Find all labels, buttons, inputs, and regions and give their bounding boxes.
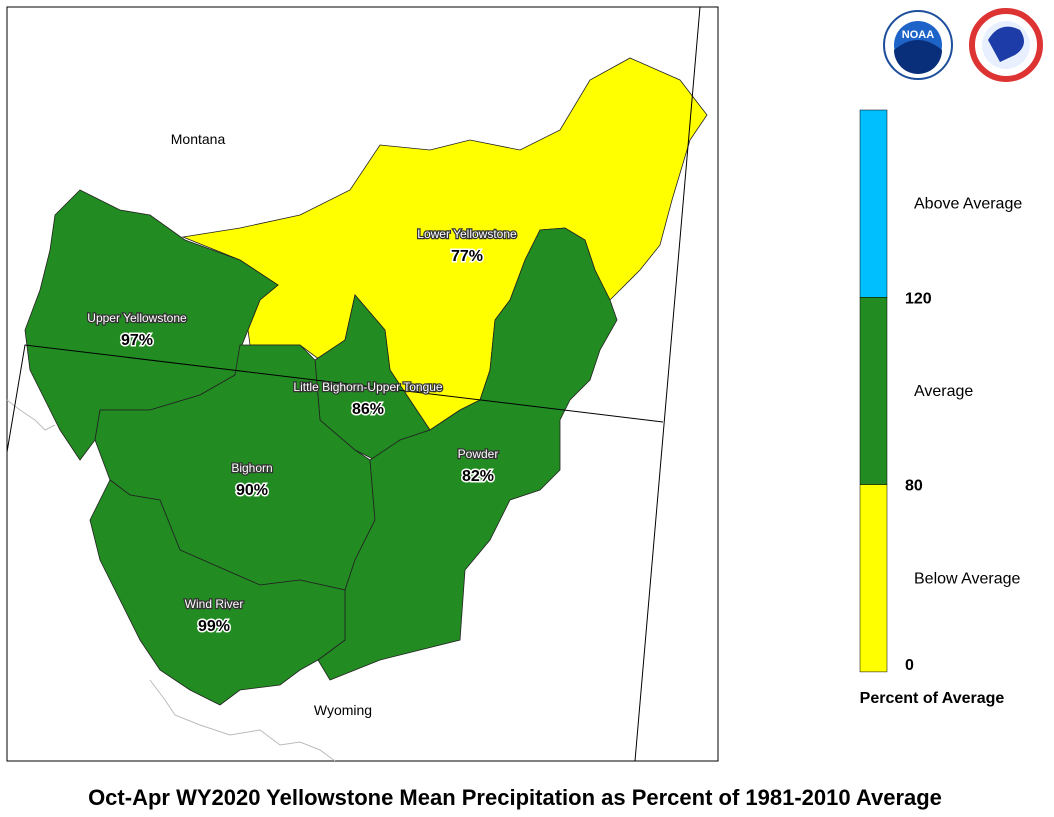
basin-name: Powder bbox=[458, 447, 499, 461]
basin-name: Wind River bbox=[185, 597, 244, 611]
state-boundary bbox=[6, 344, 664, 453]
state-boundary bbox=[634, 6, 701, 762]
basin-percent: 99% bbox=[198, 618, 230, 635]
basin-percent: 90% bbox=[236, 482, 268, 499]
noaa-logo: NOAA bbox=[883, 10, 953, 80]
legend-swatch bbox=[859, 297, 888, 485]
map-title: Oct-Apr WY2020 Yellowstone Mean Precipit… bbox=[88, 785, 942, 810]
basin-name: Little Bighorn-Upper Tongue bbox=[293, 380, 443, 394]
state-label: Montana bbox=[171, 131, 226, 147]
county-lines bbox=[6, 399, 56, 431]
state-label: Wyoming bbox=[314, 702, 372, 718]
basin-name: Bighorn bbox=[231, 461, 272, 475]
legend-break: 120 bbox=[905, 290, 932, 307]
basin-percent: 97% bbox=[121, 332, 153, 349]
basin-percent: 82% bbox=[462, 468, 494, 485]
basin-wind-river bbox=[89, 479, 346, 706]
basin-name: Upper Yellowstone bbox=[87, 311, 187, 325]
legend-break: 0 bbox=[905, 657, 914, 674]
logo-text: NOAA bbox=[902, 29, 934, 41]
legend-title: Percent of Average bbox=[860, 690, 1005, 707]
legend-label: Above Average bbox=[914, 196, 1022, 213]
legend-break: 80 bbox=[905, 478, 923, 495]
legend-swatch bbox=[859, 484, 888, 673]
legend-swatch bbox=[859, 109, 888, 298]
basin-name: Lower Yellowstone bbox=[417, 227, 517, 241]
basin-percent: 86% bbox=[352, 401, 384, 418]
nws-logo bbox=[969, 8, 1043, 82]
county-lines bbox=[149, 679, 336, 762]
basin-percent: 77% bbox=[451, 248, 483, 265]
legend-label: Below Average bbox=[914, 570, 1021, 587]
legend-label: Average bbox=[914, 383, 973, 400]
